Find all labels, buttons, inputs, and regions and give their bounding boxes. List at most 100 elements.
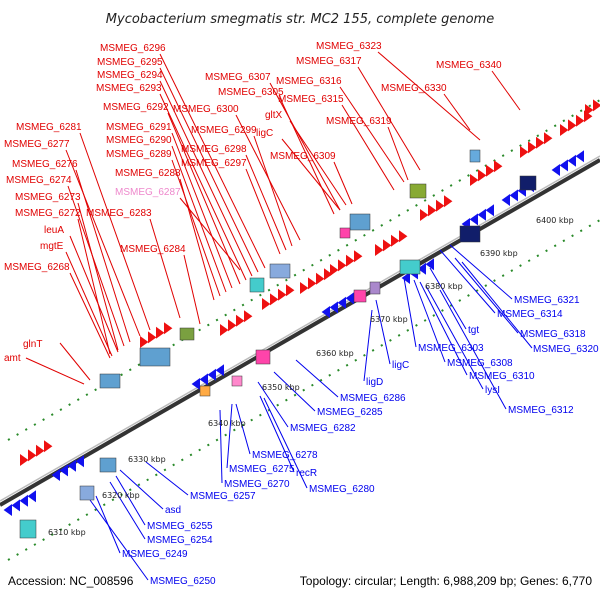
gene-box[interactable]	[231, 375, 243, 387]
gene-arrow[interactable]	[560, 124, 569, 136]
gene-arrow[interactable]	[417, 262, 426, 275]
gene-label[interactable]: MSMEG_6281	[16, 122, 82, 133]
gene-label[interactable]: MSMEG_6295	[97, 57, 163, 68]
gene-label[interactable]: recR	[296, 468, 317, 479]
gene-label[interactable]: MSMEG_6255	[147, 521, 213, 532]
gene-box[interactable]	[249, 277, 265, 293]
gene-arrow[interactable]	[544, 132, 553, 145]
gene-label[interactable]: MSMEG_6296	[100, 43, 166, 54]
gene-label[interactable]: MSMEG_6323	[316, 41, 382, 52]
gene-arrow[interactable]	[324, 268, 333, 281]
gene-arrow[interactable]	[220, 324, 229, 336]
gene-arrow[interactable]	[51, 469, 60, 481]
gene-label[interactable]: MSMEG_6290	[106, 135, 172, 146]
gene-arrow[interactable]	[585, 104, 594, 116]
gene-arrow[interactable]	[228, 319, 237, 332]
gene-arrow[interactable]	[28, 449, 37, 462]
gene-label[interactable]: MSMEG_6275	[229, 464, 295, 475]
gene-box[interactable]	[269, 263, 291, 279]
gene-label[interactable]: tgt	[468, 325, 479, 336]
gene-label[interactable]: MSMEG_6272	[15, 208, 81, 219]
gene-label[interactable]: ligC	[392, 360, 409, 371]
gene-arrow[interactable]	[576, 114, 585, 127]
gene-arrow[interactable]	[444, 195, 453, 208]
gene-arrow[interactable]	[337, 296, 346, 309]
gene-box[interactable]	[469, 149, 481, 163]
gene-label[interactable]: MSMEG_6288	[115, 168, 181, 179]
gene-label[interactable]: MSMEG_6315	[278, 94, 344, 105]
gene-arrow[interactable]	[44, 440, 53, 453]
gene-box[interactable]	[79, 485, 95, 501]
gene-arrow[interactable]	[501, 194, 510, 206]
gene-arrow[interactable]	[528, 141, 537, 154]
gene-label[interactable]: MSMEG_6300	[173, 104, 239, 115]
gene-label[interactable]: MSMEG_6283	[86, 208, 152, 219]
gene-arrow[interactable]	[75, 455, 84, 468]
gene-arrow[interactable]	[478, 169, 487, 182]
gene-box[interactable]	[339, 227, 351, 239]
gene-arrow[interactable]	[401, 272, 410, 284]
gene-label[interactable]: MSMEG_6284	[120, 244, 186, 255]
gene-arrow[interactable]	[199, 373, 208, 386]
gene-arrow[interactable]	[236, 314, 245, 327]
gene-arrow[interactable]	[399, 230, 408, 243]
gene-label[interactable]: MSMEG_6277	[4, 139, 70, 150]
gene-label[interactable]: MSMEG_6299	[191, 125, 257, 136]
gene-arrow[interactable]	[477, 208, 486, 221]
gene-arrow[interactable]	[383, 239, 392, 252]
gene-label[interactable]: MSMEG_6303	[418, 343, 484, 354]
gene-box[interactable]	[409, 183, 427, 199]
gene-arrow[interactable]	[321, 306, 330, 318]
gene-arrow[interactable]	[316, 272, 325, 285]
gene-label[interactable]: MSMEG_6280	[309, 484, 375, 495]
gene-label[interactable]: asd	[165, 505, 181, 516]
gene-arrow[interactable]	[485, 204, 494, 217]
gene-arrow[interactable]	[19, 494, 28, 507]
gene-arrow[interactable]	[470, 174, 479, 186]
gene-arrow[interactable]	[575, 150, 584, 163]
gene-label[interactable]: MSMEG_6274	[6, 175, 72, 186]
gene-arrow[interactable]	[27, 490, 36, 503]
gene-label[interactable]: MSMEG_6297	[181, 158, 247, 169]
gene-label[interactable]: MSMEG_6319	[326, 116, 392, 127]
gene-label[interactable]: MSMEG_6294	[97, 70, 163, 81]
gene-arrow[interactable]	[486, 164, 495, 177]
gene-arrow[interactable]	[354, 250, 363, 263]
gene-label[interactable]: MSMEG_6330	[381, 83, 447, 94]
gene-arrow[interactable]	[270, 293, 279, 306]
gene-arrow[interactable]	[494, 160, 503, 173]
gene-label[interactable]: MSMEG_6268	[4, 262, 70, 273]
gene-label[interactable]: amt	[4, 353, 21, 364]
gene-label[interactable]: ligD	[366, 377, 383, 388]
gene-label[interactable]: MSMEG_6270	[224, 479, 290, 490]
gene-arrow[interactable]	[536, 136, 545, 149]
gene-arrow[interactable]	[11, 499, 20, 512]
gene-label[interactable]: MSMEG_6257	[190, 491, 256, 502]
gene-arrow[interactable]	[262, 298, 271, 310]
gene-arrow[interactable]	[207, 368, 216, 381]
gene-arrow[interactable]	[215, 364, 224, 377]
gene-box[interactable]	[349, 213, 371, 231]
gene-label[interactable]: MSMEG_6312	[508, 405, 574, 416]
gene-label[interactable]: MSMEG_6289	[106, 149, 172, 160]
gene-label[interactable]: MSMEG_6320	[533, 344, 599, 355]
gene-arrow[interactable]	[20, 454, 29, 466]
gene-box[interactable]	[459, 225, 481, 243]
gene-arrow[interactable]	[3, 504, 12, 516]
gene-box[interactable]	[353, 289, 367, 303]
gene-arrow[interactable]	[300, 282, 309, 294]
gene-arrow[interactable]	[148, 331, 157, 344]
gene-arrow[interactable]	[140, 336, 149, 348]
gene-box[interactable]	[255, 349, 271, 365]
gene-label[interactable]: MSMEG_6282	[290, 423, 356, 434]
gene-label[interactable]: MSMEG_6340	[436, 60, 502, 71]
gene-arrow[interactable]	[509, 189, 518, 202]
gene-label[interactable]: MSMEG_6285	[317, 407, 383, 418]
gene-arrow[interactable]	[345, 292, 354, 305]
gene-box[interactable]	[519, 175, 537, 191]
gene-label[interactable]: MSMEG_6287	[115, 187, 181, 198]
gene-label[interactable]: MSMEG_6305	[218, 87, 284, 98]
gene-arrow[interactable]	[346, 254, 355, 267]
gene-arrow[interactable]	[308, 277, 317, 290]
gene-label[interactable]: MSMEG_6316	[276, 76, 342, 87]
